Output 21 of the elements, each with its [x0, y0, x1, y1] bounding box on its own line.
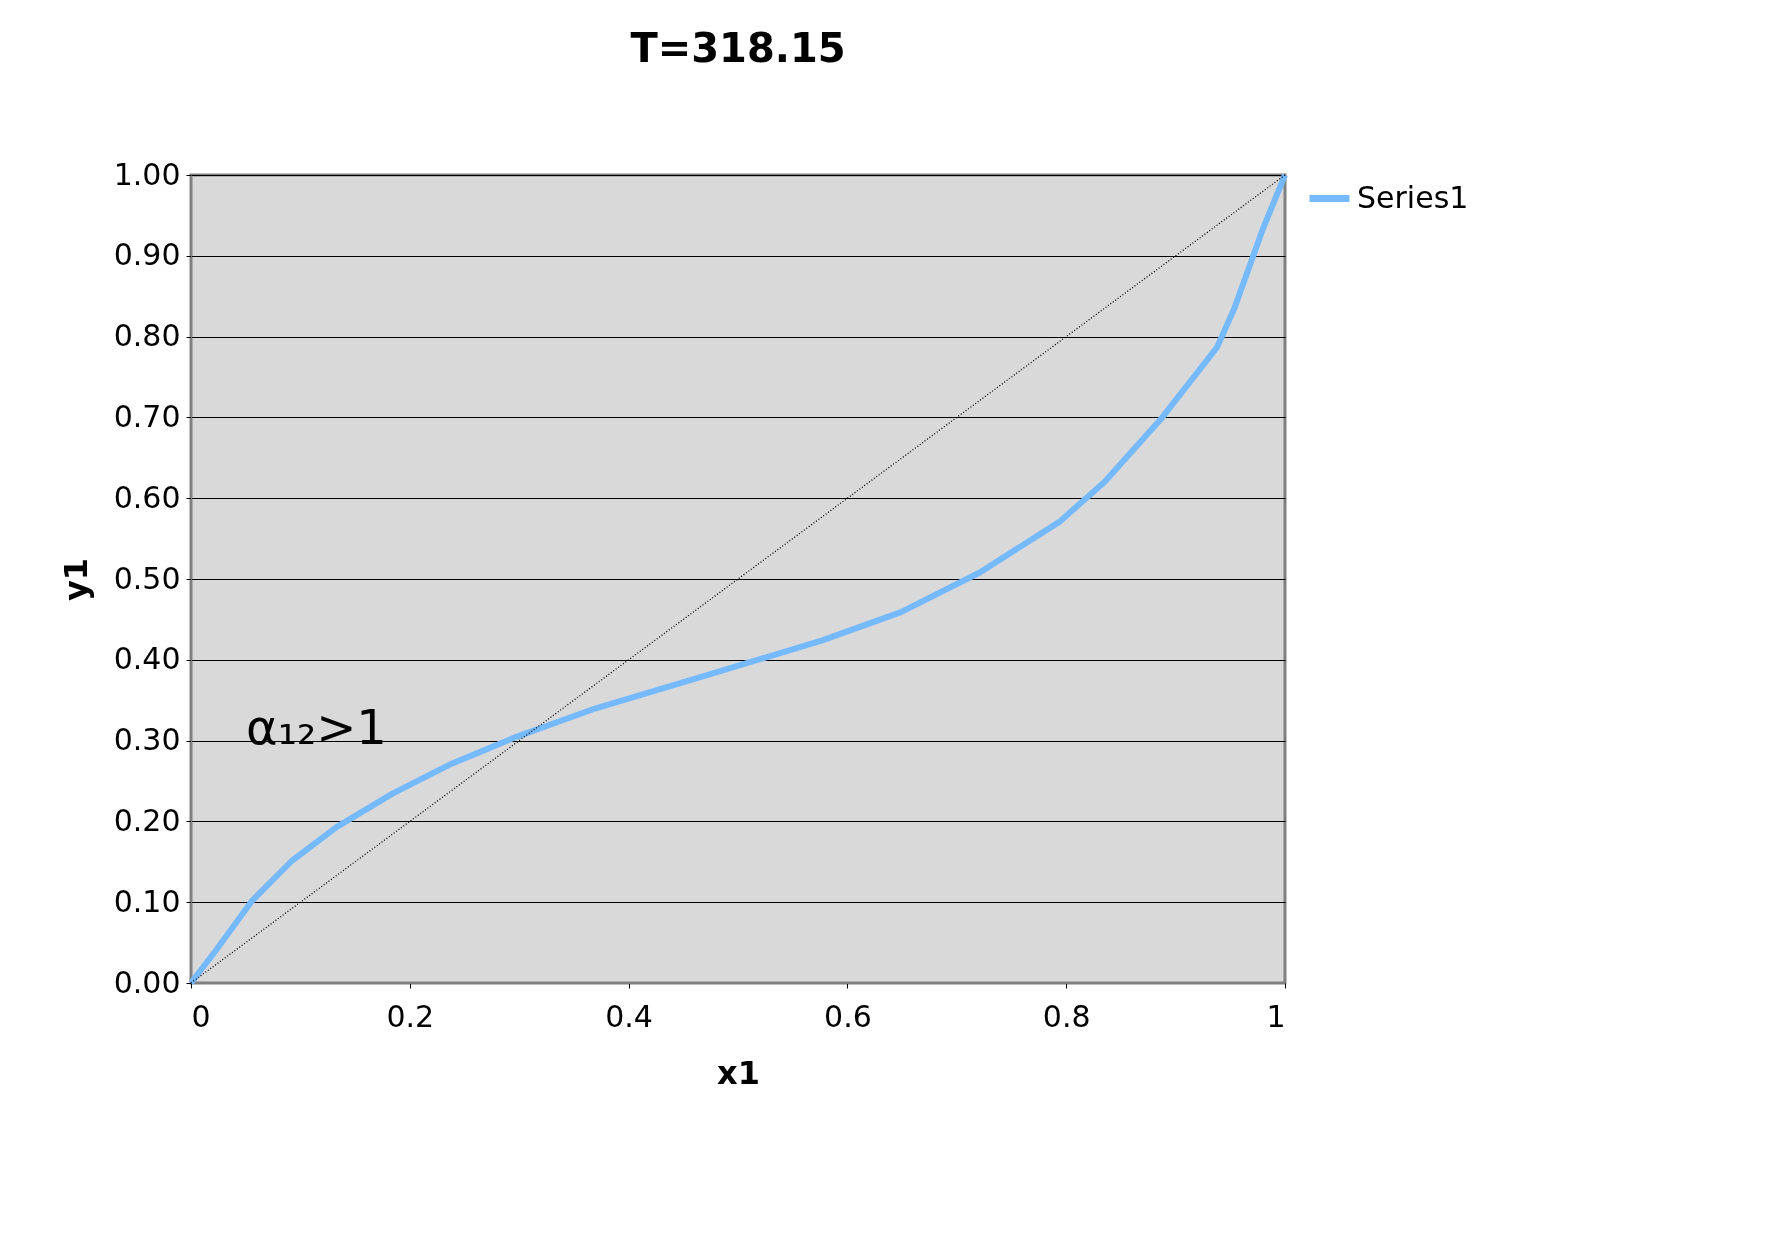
- x-tick-label: 1: [1266, 998, 1286, 1034]
- y-tick-label: 0.10: [113, 883, 181, 919]
- x-tick-label: 0.2: [386, 998, 435, 1034]
- y-tick-label: 0.50: [113, 560, 181, 596]
- x-tick-label: 0.8: [1042, 998, 1091, 1034]
- y-axis-title: y1: [56, 557, 95, 602]
- y-tick-label: 0.20: [113, 802, 181, 838]
- y-tick-label: 0.70: [113, 398, 181, 434]
- x-tick-label: 0: [191, 998, 211, 1034]
- y-tick-label: 0.30: [113, 722, 181, 758]
- y-tick-label: 0.90: [113, 237, 181, 273]
- chart-title: T=318.15: [630, 25, 846, 71]
- y-tick-label: 1.00: [113, 156, 181, 192]
- y-tick-label: 0.40: [113, 641, 181, 677]
- x-tick-label: 0.6: [824, 998, 872, 1034]
- x-axis-title: x1: [717, 1053, 760, 1092]
- legend-label: Series1: [1357, 179, 1469, 215]
- y-tick-label: 0.00: [113, 964, 181, 1000]
- x-tick-label: 0.4: [605, 998, 653, 1034]
- y-tick-label: 0.80: [113, 318, 181, 354]
- y-tick-label: 0.60: [113, 479, 181, 515]
